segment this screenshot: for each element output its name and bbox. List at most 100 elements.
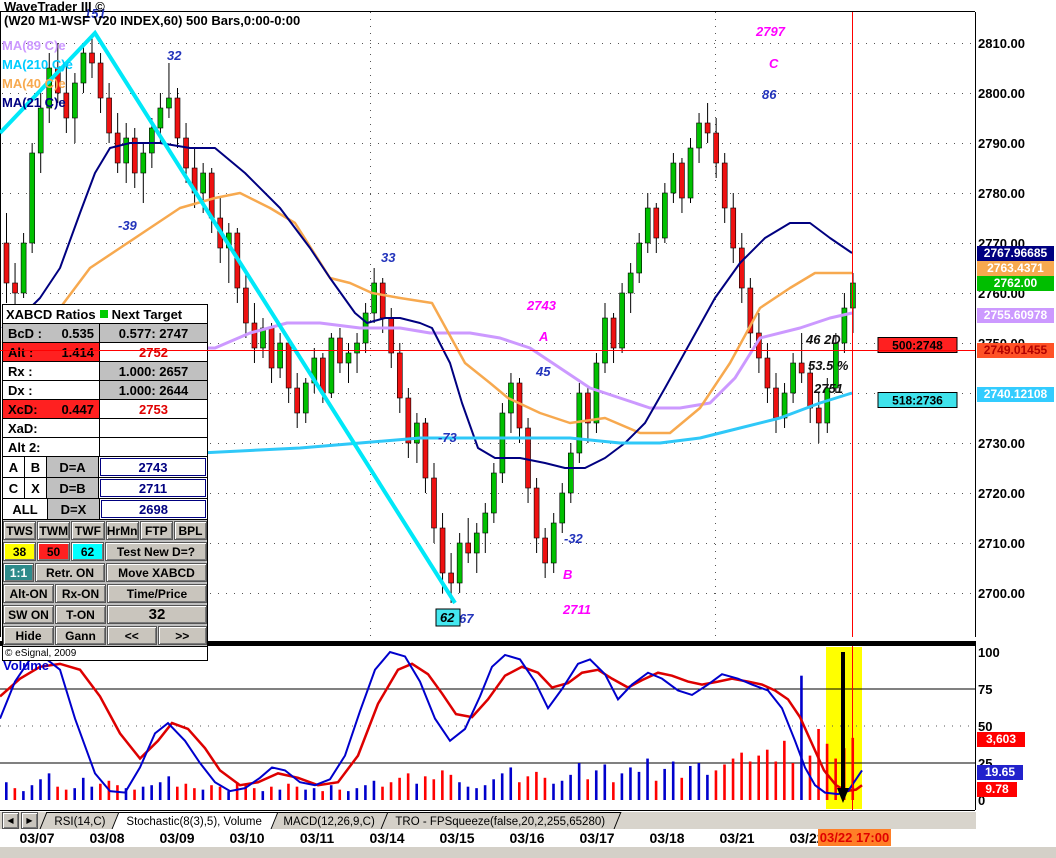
ratio-label-cell: Rx : (3, 362, 100, 380)
xabcd-button-row: 1:1 Retr. ON Move XABCD (3, 562, 207, 583)
candle-body (644, 207, 651, 244)
ma-legend-label: MA(21 C)e (2, 95, 66, 110)
swing-annotation: 2743 (526, 298, 557, 313)
volume-bar (304, 789, 307, 800)
button-move-xabcd[interactable]: Move XABCD (106, 563, 207, 582)
candle-body (439, 527, 446, 574)
volume-bar (518, 782, 521, 800)
candle-body (525, 427, 531, 489)
price-badge: 2762.00 (977, 275, 1054, 291)
swing-annotation: 151 (84, 6, 106, 21)
volume-bar (124, 788, 128, 800)
swing-annotation: 2797 (755, 24, 786, 39)
button-50[interactable]: 50 (37, 542, 70, 561)
candle-body (379, 282, 386, 319)
button-time-price[interactable]: Time/Price (107, 584, 207, 603)
xabcd-ratio-row: Alt 2: (3, 438, 207, 457)
tab-stochastic[interactable]: Stochastic(8(3),5), Volume (111, 812, 279, 829)
button-test-new-d-[interactable]: Test New D=? (105, 542, 207, 561)
button-twm[interactable]: TWM (37, 521, 71, 540)
tab-tro-fpsqueeze[interactable]: TRO - FPSqueeze(false,20,2,255,65280) (380, 812, 622, 829)
button-gann[interactable]: Gann (55, 626, 106, 645)
tab-scroll-right-button[interactable]: ▶ (21, 812, 38, 829)
candle-body (63, 92, 70, 119)
swing-annotation: -73 (438, 430, 458, 445)
volume-bar (73, 788, 76, 800)
candle-body (277, 342, 283, 369)
xabcd-ratio-row: Dx : 1.000: 2644 (3, 381, 207, 400)
candle-body (730, 207, 737, 249)
button-1-1[interactable]: 1:1 (3, 563, 34, 582)
swing-annotation: B (563, 567, 572, 582)
volume-bar (227, 791, 230, 800)
xabcd-ratio-rows: BcD : 0.535 0.577: 2747 Alt : 1.414 2752 Rx : 1… (3, 324, 207, 457)
volume-bar (329, 785, 333, 800)
candle-body (89, 52, 95, 64)
indicator-badge: 9.78 (977, 781, 1017, 797)
price-tick-label: 2710.00 (978, 536, 1025, 551)
stochastic-fast-line (0, 650, 863, 796)
volume-bar (64, 789, 68, 800)
ma-legend-label: MA(210 C)e (2, 57, 73, 72)
button-bpl[interactable]: BPL (173, 521, 208, 540)
tab-scroll-left-button[interactable]: ◀ (2, 812, 19, 829)
swing-annotation: 33 (381, 250, 396, 265)
candle-body (183, 137, 189, 169)
volume-bar (441, 770, 444, 800)
candle-body (499, 412, 506, 474)
candle-body (345, 352, 352, 364)
point-cell: X (25, 478, 47, 498)
button-retr-on[interactable]: Retr. ON (35, 563, 105, 582)
button-32[interactable]: 32 (107, 605, 207, 624)
volume-bar (381, 786, 384, 800)
candle-body (243, 287, 249, 324)
volume-bar (492, 779, 495, 800)
button-hrmn[interactable]: HrMn (105, 521, 139, 540)
volume-bar (150, 785, 153, 800)
button-hide[interactable]: Hide (3, 626, 54, 645)
candle-body (704, 122, 711, 134)
candle-body (371, 282, 377, 314)
candle-body (106, 97, 112, 134)
candle-body (29, 152, 35, 244)
button--[interactable]: << (107, 626, 157, 645)
button-38[interactable]: 38 (3, 542, 36, 561)
candle-body (713, 132, 719, 164)
button-rx-on[interactable]: Rx-ON (55, 584, 106, 603)
point-equation-cell: D=B (47, 478, 99, 498)
crosshair-horizontal-line (0, 350, 975, 351)
ma-legend-label: MA(89 C)e (2, 38, 66, 53)
volume-bar (671, 761, 675, 800)
tab-macd[interactable]: MACD(12,26,9,C) (268, 812, 391, 829)
volume-bar (774, 761, 778, 800)
tab-label: TRO - FPSqueeze(false,20,2,255,65280) (395, 816, 606, 828)
xabcd-ratio-row: BcD : 0.535 0.577: 2747 (3, 324, 207, 343)
point-cell: ALL (3, 499, 48, 519)
candle-body (491, 472, 497, 514)
next-target-swatch-icon (99, 310, 108, 318)
candle-body (123, 137, 129, 164)
button--[interactable]: >> (157, 626, 207, 645)
button-62[interactable]: 62 (71, 542, 104, 561)
main-chart[interactable]: 15132-3933-7345-3286672797C2743AB271146 … (0, 0, 976, 641)
ratio-target-cell: 2753 (100, 400, 207, 418)
app-title: WaveTrader III © (4, 0, 105, 14)
candle-body (465, 542, 472, 554)
ratio-name: XaD: (8, 420, 38, 436)
button-sw-on[interactable]: SW ON (3, 605, 54, 624)
button-ftp[interactable]: FTP (139, 521, 173, 540)
button-t-on[interactable]: T-ON (55, 605, 106, 624)
indicator-panel[interactable] (0, 641, 976, 813)
candle-body (20, 242, 27, 294)
button-twf[interactable]: TWF (71, 521, 105, 540)
button-alt-on[interactable]: Alt-ON (3, 584, 54, 603)
ratio-target-cell: 0.577: 2747 (100, 324, 207, 342)
button-tws[interactable]: TWS (3, 521, 37, 540)
tab-rsi[interactable]: RSI(14,C) (39, 812, 122, 829)
candle-body (636, 242, 643, 274)
volume-bar (210, 785, 213, 800)
ma-legend: MA(89 C)e MA(210 C)e MA(40 C)e MA(21 C)e (2, 36, 73, 112)
volume-bar (193, 788, 196, 800)
candle-body (405, 397, 412, 444)
volume-bar (483, 785, 487, 800)
